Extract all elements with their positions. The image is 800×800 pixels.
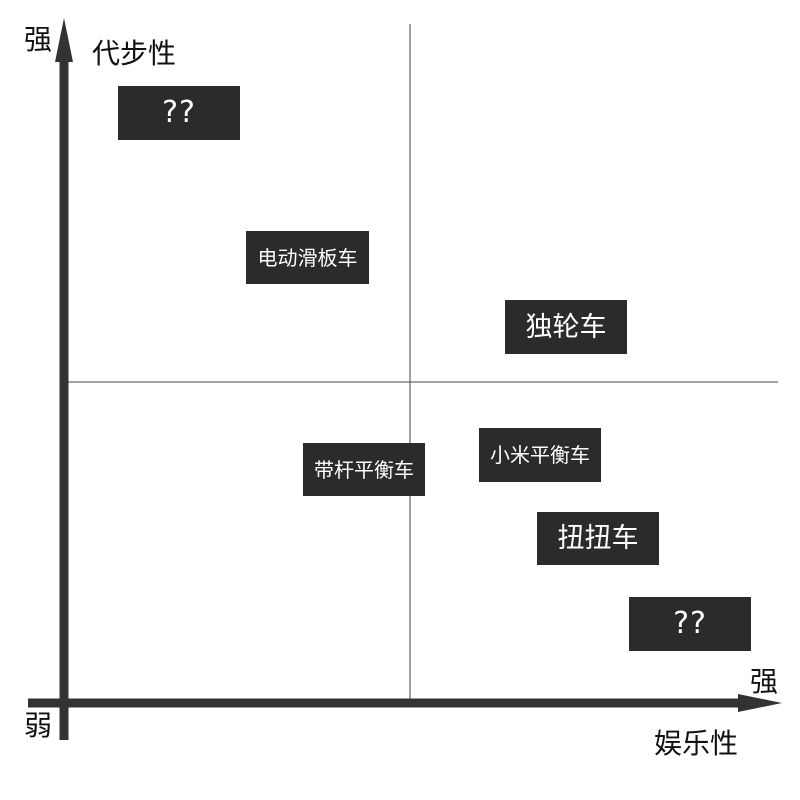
item-label: ?? xyxy=(162,95,196,130)
item-label: 电动滑板车 xyxy=(257,245,358,270)
x-axis-high-label: 强 xyxy=(750,665,779,698)
item-box-electric-scooter: 电动滑板车 xyxy=(246,231,369,284)
item-label: ?? xyxy=(673,606,707,641)
x-axis-arrowhead xyxy=(738,694,782,712)
item-box-twist-car: 扭扭车 xyxy=(537,512,659,565)
item-label: 带杆平衡车 xyxy=(314,457,414,482)
item-box-unicycle: 独轮车 xyxy=(505,300,627,354)
item-box-unknown-1: ?? xyxy=(118,86,240,140)
item-box-pole-balance-car: 带杆平衡车 xyxy=(303,443,425,496)
y-axis-arrowhead xyxy=(55,18,73,62)
item-label: 小米平衡车 xyxy=(490,443,590,467)
y-axis-high-label: 强 xyxy=(24,23,53,56)
item-label: 扭扭车 xyxy=(557,523,639,554)
x-axis-title: 娱乐性 xyxy=(654,727,739,760)
item-label: 独轮车 xyxy=(525,311,607,343)
y-axis-title: 代步性 xyxy=(92,37,177,70)
item-box-xiaomi-balance-car: 小米平衡车 xyxy=(479,428,601,482)
origin-low-label: 弱 xyxy=(24,709,53,742)
item-box-unknown-2: ?? xyxy=(629,597,751,651)
